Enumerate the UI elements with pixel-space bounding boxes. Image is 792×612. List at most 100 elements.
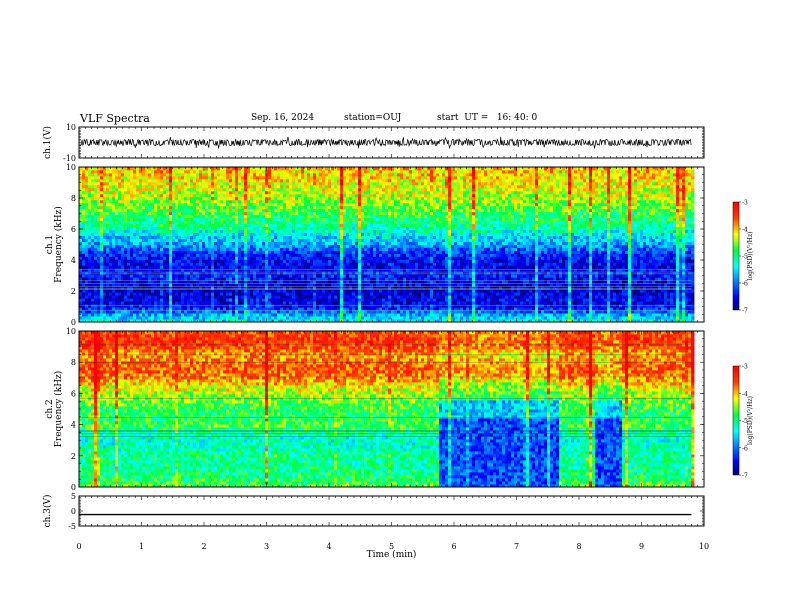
spectrogram-cell — [133, 184, 137, 189]
spectrogram-cell — [166, 223, 170, 228]
spectrogram-cell — [82, 223, 86, 228]
spectrogram-cell — [127, 202, 131, 207]
spectrogram-cell — [304, 319, 308, 323]
spectrogram-cell — [118, 226, 122, 230]
spectrogram-cell — [304, 310, 308, 314]
spectrogram-cell — [232, 253, 236, 257]
spectrogram-cell — [340, 298, 344, 302]
spectrogram-cell — [109, 274, 113, 278]
spectrogram-cell — [328, 229, 332, 233]
spectrogram-cell — [220, 205, 224, 210]
spectrogram-cell — [94, 316, 98, 320]
spectrogram-cell — [82, 169, 86, 174]
spectrogram-cell — [184, 190, 188, 195]
date-label: Sep. 16, 2024 — [251, 113, 314, 123]
spectrogram-cell — [112, 202, 116, 207]
spectrogram-cell — [85, 202, 89, 207]
spectrogram-cell — [349, 178, 353, 183]
spectrogram-cell — [229, 214, 233, 219]
spectrogram-cell — [100, 277, 104, 281]
spectrogram-cell — [175, 286, 179, 290]
spectrogram-cell — [319, 304, 323, 308]
spectrogram-cell — [79, 217, 83, 222]
spectrogram-cell — [265, 241, 269, 245]
spectrogram-cell — [115, 280, 119, 284]
spectrogram-cell — [163, 265, 167, 269]
spectrogram-cell — [151, 217, 155, 222]
spectrogram-cell — [280, 265, 284, 269]
spectrogram-cell — [349, 226, 353, 230]
spectrogram-cell — [256, 307, 260, 311]
spectrogram-cell — [349, 304, 353, 308]
spectrogram-cell — [226, 169, 230, 174]
spectrogram-cell — [205, 202, 209, 207]
spectrogram-cell — [334, 244, 338, 248]
spectrogram-cell — [331, 211, 335, 216]
spectrogram-cell — [235, 232, 239, 236]
spectrogram-cell — [130, 313, 134, 317]
spectrogram-cell — [298, 238, 302, 242]
spectrogram-cell — [190, 229, 194, 233]
spectrogram-cell — [343, 229, 347, 233]
spectrogram-cell — [175, 196, 179, 201]
spectrogram-cell — [169, 187, 173, 192]
spectrogram-cell — [292, 280, 296, 284]
spectrogram-cell — [202, 280, 206, 284]
spectrogram-cell — [217, 286, 221, 290]
spectrogram-cell — [280, 196, 284, 201]
spectrogram-cell — [220, 172, 224, 177]
spectrogram-cell — [163, 295, 167, 299]
spectrogram-cell — [274, 241, 278, 245]
spectrogram-cell — [178, 244, 182, 248]
spectrogram-cell — [94, 211, 98, 216]
spectrogram-cell — [181, 202, 185, 207]
spectrogram-cell — [220, 298, 224, 302]
spectrogram-cell — [208, 169, 212, 174]
spectrogram-cell — [208, 238, 212, 242]
spectrogram-cell — [91, 271, 95, 275]
spectrogram-cell — [322, 199, 326, 204]
spectrogram-cell — [130, 301, 134, 305]
spectrogram-cell — [196, 316, 200, 320]
spectrogram-cell — [214, 220, 218, 225]
spectrogram-cell — [169, 199, 173, 204]
spectrogram-cell — [280, 238, 284, 242]
spectrogram-cell — [337, 223, 341, 228]
spectrogram-cell — [82, 181, 86, 186]
spectrogram-cell — [298, 271, 302, 275]
spectrogram-cell — [244, 259, 248, 263]
spectrogram-cell — [79, 268, 83, 272]
spectrogram-cell — [193, 271, 197, 275]
spectrogram-cell — [304, 307, 308, 311]
spectrogram-cell — [292, 253, 296, 257]
spectrogram-cell — [301, 202, 305, 207]
spectrogram-cell — [223, 178, 227, 183]
spectrogram-cell — [169, 304, 173, 308]
spectrogram-cell — [343, 187, 347, 192]
spectrogram-cell — [241, 292, 245, 296]
spectrogram-cell — [346, 208, 350, 213]
spectrogram-cell — [247, 196, 251, 201]
spectrogram-cell — [100, 247, 104, 251]
spectrogram-cell — [169, 250, 173, 254]
spectrogram-cell — [148, 211, 152, 216]
spectrogram-cell — [88, 292, 92, 296]
spectrogram-cell — [256, 304, 260, 308]
spectrogram-cell — [241, 307, 245, 311]
spectrogram-cell — [202, 199, 206, 204]
spectrogram-cell — [262, 262, 266, 266]
spectrogram-cell — [286, 283, 290, 287]
spectrogram-cell — [190, 178, 194, 183]
spectrogram-cell — [145, 202, 149, 207]
spectrogram-cell — [349, 217, 353, 222]
spectrogram-cell — [103, 256, 107, 260]
spectrogram-cell — [331, 247, 335, 251]
spectrogram-cell — [307, 220, 311, 225]
spectrogram-cell — [310, 217, 314, 222]
spectrogram-cell — [271, 235, 275, 239]
spectrogram-cell — [274, 196, 278, 201]
spectrogram-cell — [124, 235, 128, 239]
spectrogram-cell — [160, 319, 164, 323]
spectrogram-cell — [322, 193, 326, 198]
spectrogram-cell — [274, 316, 278, 320]
